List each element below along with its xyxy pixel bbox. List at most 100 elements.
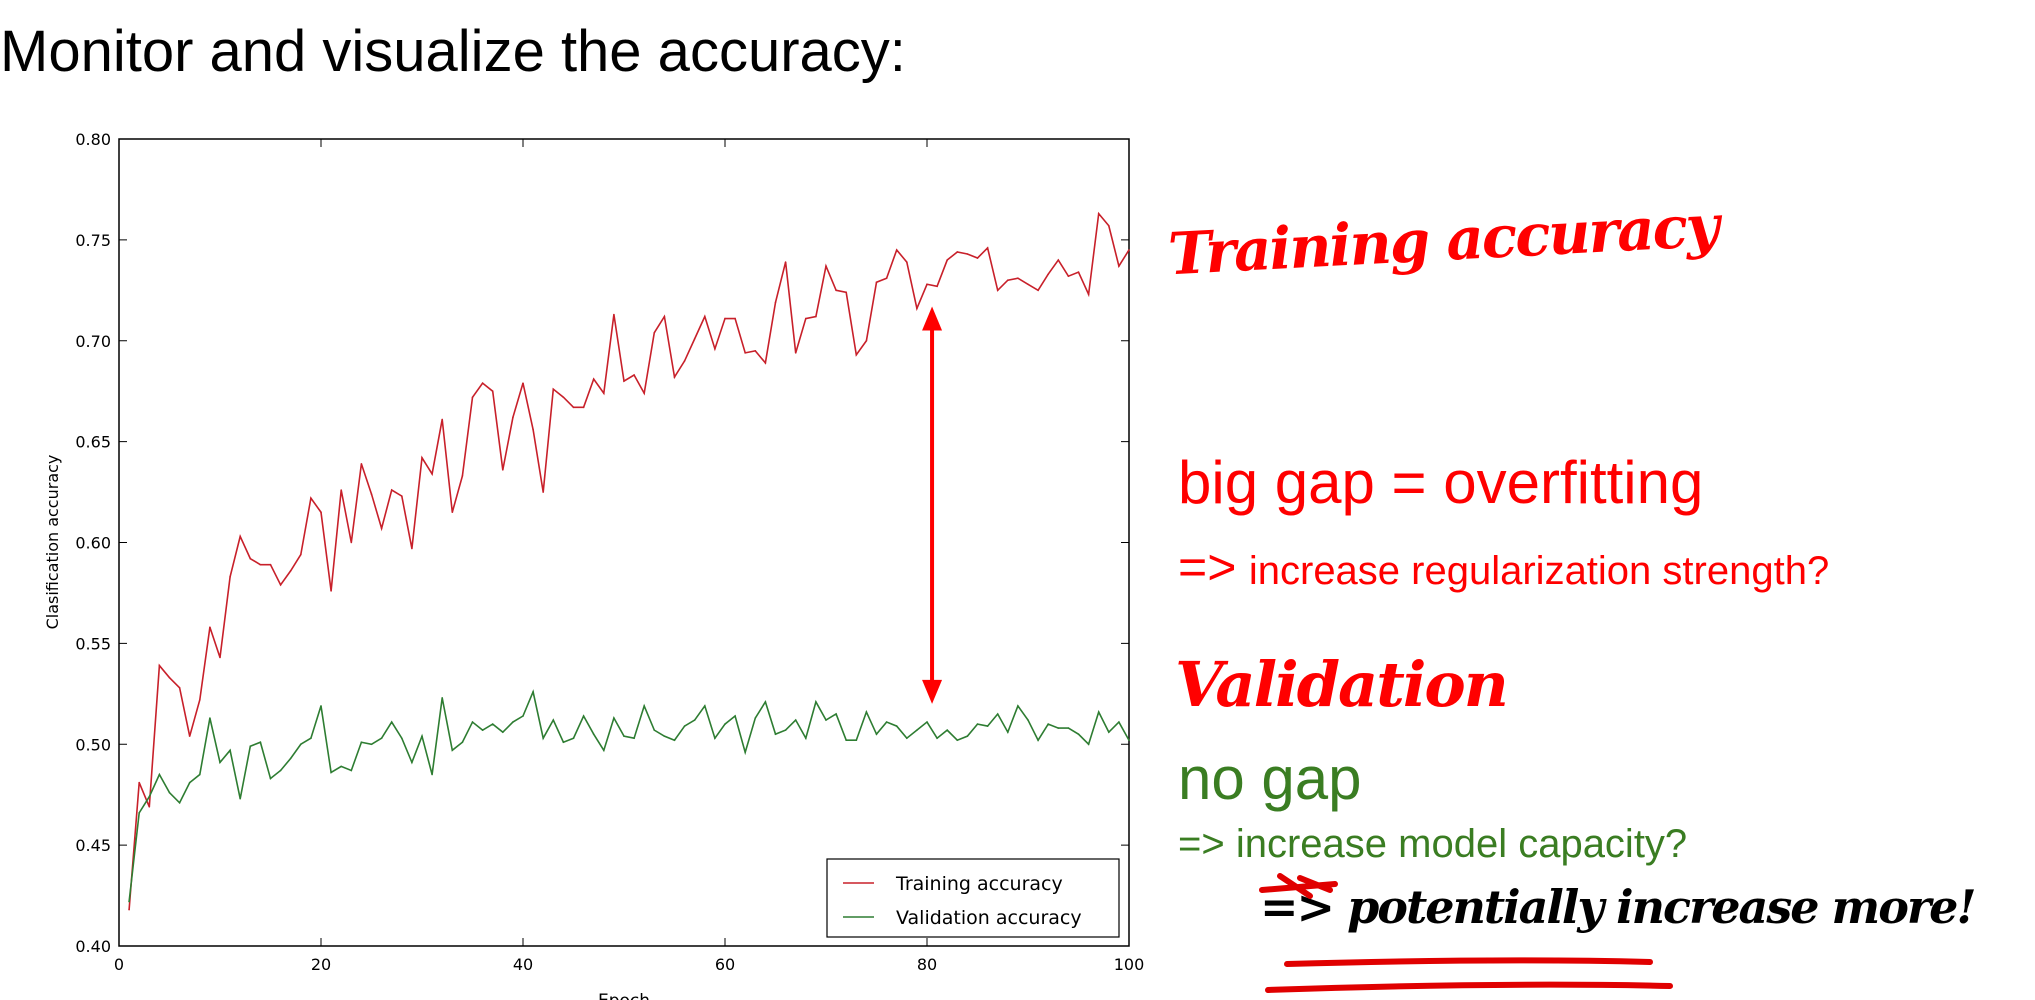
y-tick-label: 0.55 xyxy=(75,634,111,653)
data-point xyxy=(906,261,908,263)
data-point xyxy=(1037,739,1039,742)
data-point xyxy=(1118,265,1120,267)
overfitting-advice: => increase regularization strength? xyxy=(1178,538,1829,596)
data-point xyxy=(239,535,241,538)
data-point xyxy=(491,390,494,392)
data-point xyxy=(178,801,181,804)
data-point xyxy=(643,705,645,707)
data-point xyxy=(724,317,726,320)
data-point xyxy=(320,511,322,514)
data-point xyxy=(855,739,858,742)
data-point xyxy=(1118,721,1120,723)
data-point xyxy=(794,719,797,721)
data-point xyxy=(259,741,262,744)
data-point xyxy=(441,697,444,699)
data-point xyxy=(1037,289,1039,292)
data-point xyxy=(188,781,191,784)
data-point xyxy=(360,741,363,744)
x-tick-label: 40 xyxy=(513,955,533,974)
data-point xyxy=(1108,731,1110,733)
data-point xyxy=(663,735,666,737)
data-point xyxy=(421,456,423,459)
data-point xyxy=(542,491,544,493)
data-point xyxy=(774,301,777,304)
data-point xyxy=(1087,743,1090,746)
data-point xyxy=(815,315,817,318)
data-point xyxy=(259,563,262,566)
data-point xyxy=(875,733,878,735)
legend-label: Validation accuracy xyxy=(896,907,1082,929)
x-tick-label: 100 xyxy=(1114,955,1145,974)
underline-1 xyxy=(1284,957,1653,967)
data-point xyxy=(734,715,736,717)
data-point xyxy=(128,900,130,903)
data-point xyxy=(1077,733,1080,735)
data-point xyxy=(471,396,474,399)
validation-accuracy-line xyxy=(128,689,1130,902)
data-point xyxy=(330,771,332,774)
data-point xyxy=(401,495,403,497)
data-point xyxy=(916,729,918,731)
data-point xyxy=(380,737,383,739)
data-point xyxy=(673,739,676,742)
data-point xyxy=(1097,711,1100,713)
data-point xyxy=(633,737,635,739)
data-point xyxy=(320,705,322,707)
data-point xyxy=(653,331,656,334)
data-point xyxy=(300,743,302,746)
data-point xyxy=(936,285,938,288)
data-point xyxy=(552,388,555,390)
data-point xyxy=(633,374,635,376)
data-point xyxy=(1128,739,1130,742)
data-point xyxy=(148,805,151,808)
data-point xyxy=(431,773,433,776)
data-point xyxy=(946,259,948,261)
data-point xyxy=(845,291,847,294)
data-point xyxy=(522,715,524,717)
data-point xyxy=(199,773,201,776)
data-point xyxy=(825,265,827,267)
y-tick-label: 0.75 xyxy=(75,231,111,250)
y-tick-label: 0.40 xyxy=(75,937,111,956)
y-tick-label: 0.50 xyxy=(75,735,111,754)
data-point xyxy=(693,719,696,721)
data-point xyxy=(986,247,989,249)
legend-label: Training accuracy xyxy=(895,873,1063,895)
data-point xyxy=(532,428,534,431)
data-point xyxy=(936,737,938,739)
data-point xyxy=(1017,705,1019,707)
data-point xyxy=(835,713,837,715)
data-point xyxy=(249,557,252,560)
data-point xyxy=(1067,727,1070,729)
data-point xyxy=(158,664,161,667)
data-point xyxy=(683,360,686,362)
data-point xyxy=(794,352,797,354)
x-tick-label: 80 xyxy=(917,955,937,974)
overfitting-heading: big gap = overfitting xyxy=(1178,449,1704,516)
data-point xyxy=(956,739,959,742)
data-point xyxy=(1067,275,1070,277)
data-point xyxy=(714,737,716,739)
data-point xyxy=(643,392,645,395)
underline-2 xyxy=(1265,981,1673,993)
y-axis-label: Clasification accuracy xyxy=(43,455,62,630)
data-point xyxy=(390,721,393,723)
data-point xyxy=(582,406,585,409)
data-point xyxy=(229,575,231,578)
data-point xyxy=(855,354,858,356)
data-point xyxy=(481,382,484,384)
data-point xyxy=(613,717,615,719)
data-point xyxy=(451,749,454,752)
data-point xyxy=(310,497,312,499)
data-point xyxy=(653,729,656,731)
data-point xyxy=(491,723,494,725)
data-point xyxy=(178,686,181,689)
data-point xyxy=(168,676,171,679)
data-point xyxy=(209,626,211,629)
data-point xyxy=(289,569,292,572)
data-point xyxy=(986,725,989,727)
y-tick-label: 0.65 xyxy=(75,433,111,452)
data-point xyxy=(784,729,787,731)
data-point xyxy=(704,315,706,318)
gap-arrow-head-bottom xyxy=(922,679,943,704)
